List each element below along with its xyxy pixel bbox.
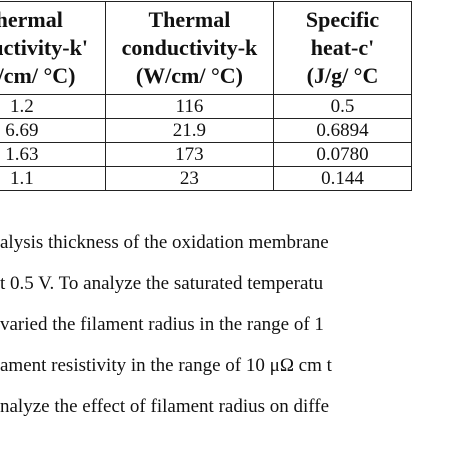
table-cell: 173 (104, 142, 275, 167)
paragraph-line: varied the filament radius in the range … (0, 314, 324, 335)
header-thermal-conductivity-k-prime: Thermal onductivity-k' (W/cm/ °C) (0, 1, 106, 95)
header-line: Thermal (148, 7, 231, 32)
paragraph-line: nalyze the effect of filament radius on … (0, 396, 330, 417)
table-row: 1.1 23 0.144 (0, 166, 412, 191)
paragraph-line: alysis thickness of the oxidation membra… (0, 232, 329, 253)
paragraph-line: ament resistivity in the range of 10 μΩ … (0, 355, 332, 376)
table-row: 1.63 173 0.0780 (0, 142, 412, 167)
header-line: (W/cm/ °C) (135, 63, 243, 88)
header-line: conductivity-k (121, 35, 258, 60)
table-cell: 23 (104, 166, 275, 191)
header-line: (J/g/ °C (306, 63, 379, 88)
header-thermal-conductivity-k: Thermal conductivity-k (W/cm/ °C) (104, 1, 275, 95)
table-row: 6.69 21.9 0.6894 (0, 118, 412, 143)
header-line: onductivity-k' (0, 35, 88, 60)
table-cell: 0.144 (273, 166, 412, 191)
table-cell: 0.5 (273, 94, 412, 119)
table-cell: 21.9 (104, 118, 275, 143)
body-paragraph: alysis thickness of the oxidation membra… (0, 222, 474, 427)
table-cell: 6.69 (0, 118, 106, 143)
header-line: Thermal (0, 7, 63, 32)
table-cell: 0.6894 (273, 118, 412, 143)
paragraph-line: t 0.5 V. To analyze the saturated temper… (0, 273, 324, 294)
table-cell: 116 (104, 94, 275, 119)
header-line: heat-c' (310, 35, 375, 60)
table-header-row: Thermal onductivity-k' (W/cm/ °C) Therma… (0, 1, 412, 95)
table-cell: 1.63 (0, 142, 106, 167)
header-line: Specific (305, 7, 380, 32)
table-cell: 0.0780 (273, 142, 412, 167)
table-cell: 1.2 (0, 94, 106, 119)
table-cell: 1.1 (0, 166, 106, 191)
material-properties-table: Thermal onductivity-k' (W/cm/ °C) Therma… (0, 1, 412, 191)
properties-table-region: Thermal onductivity-k' (W/cm/ °C) Therma… (0, 0, 474, 200)
table-row: 1.2 116 0.5 (0, 94, 412, 119)
header-specific-heat: Specific heat-c' (J/g/ °C (273, 1, 412, 95)
header-line: (W/cm/ °C) (0, 63, 76, 88)
